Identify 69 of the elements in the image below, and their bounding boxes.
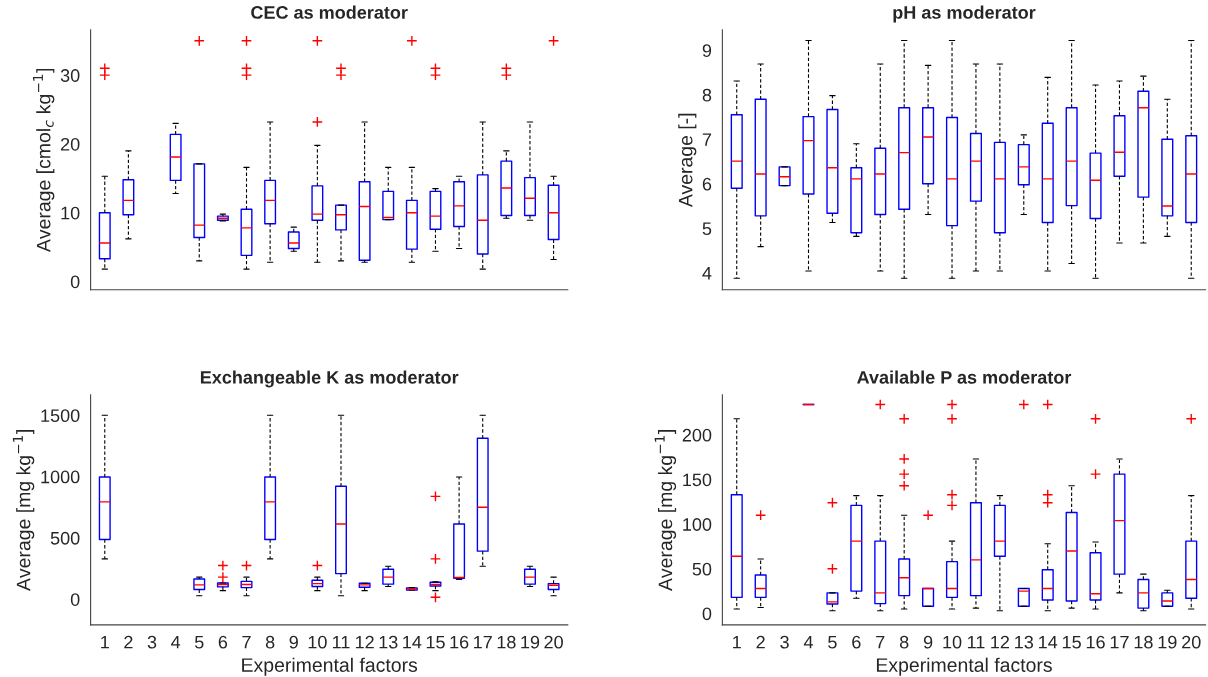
x-tick-label: 17 — [1110, 635, 1129, 649]
y-tick-label: 10 — [61, 206, 80, 220]
x-tick-label: 3 — [147, 635, 157, 649]
x-tick-label: 16 — [450, 635, 469, 649]
y-tick-label: 50 — [692, 562, 712, 576]
y-tick-label: 20 — [61, 137, 80, 151]
y-tick-label: 1000 — [41, 470, 80, 484]
x-tick-label: 12 — [355, 635, 374, 649]
x-tick-label: 8 — [899, 635, 909, 649]
x-tick-label: 14 — [1039, 635, 1058, 649]
x-tick-label: 9 — [289, 635, 298, 649]
x-tick-label: 18 — [497, 635, 516, 649]
x-tick-label: 1 — [733, 635, 741, 649]
x-tick-label: 20 — [544, 635, 563, 649]
x-tick-label: 10 — [943, 635, 962, 649]
y-axis-title: Average [-] — [678, 113, 697, 208]
y-tick-label: 5 — [702, 222, 712, 236]
chart-title: Exchangeable K as moderator — [200, 370, 459, 388]
x-tick-label: 8 — [265, 635, 275, 649]
y-tick-label: 8 — [702, 88, 712, 102]
x-tick-label: 14 — [403, 635, 422, 649]
y-tick-label: 0 — [702, 607, 712, 621]
x-tick-label: 13 — [379, 635, 398, 649]
x-tick-label: 1 — [101, 635, 109, 649]
x-tick-label: 12 — [991, 635, 1009, 649]
y-tick-label: 200 — [682, 428, 712, 442]
x-tick-label: 2 — [124, 635, 133, 649]
x-tick-label: 6 — [218, 635, 228, 649]
x-tick-label: 11 — [967, 635, 985, 649]
chart-title: pH as moderator — [893, 5, 1036, 23]
y-tick-label: 0 — [70, 593, 80, 606]
y-tick-label: 4 — [702, 266, 712, 280]
x-tick-label: 11 — [332, 635, 350, 649]
x-tick-label: 7 — [876, 635, 885, 649]
chart-title: CEC as moderator — [251, 5, 408, 19]
y-tick-label: 6 — [702, 177, 712, 191]
x-tick-label: 9 — [923, 635, 933, 649]
y-axis-title: Average [cmol$_{c}$ kg$^{−1}$] — [32, 68, 55, 253]
x-tick-label: 19 — [521, 635, 540, 649]
x-tick-label: 18 — [1134, 635, 1153, 649]
y-tick-label: 9 — [702, 44, 712, 57]
x-tick-label: 13 — [1015, 635, 1034, 649]
x-tick-label: 4 — [171, 635, 181, 649]
y-axis-title: Average [mg kg$^{−1}$] — [12, 430, 35, 592]
x-tick-label: 15 — [426, 635, 445, 649]
x-tick-label: 10 — [308, 635, 327, 649]
x-tick-label: 16 — [1086, 635, 1105, 649]
x-tick-label: 3 — [780, 635, 789, 649]
x-tick-label: 5 — [194, 635, 204, 649]
x-tick-label: 7 — [242, 635, 251, 649]
x-tick-label: 20 — [1182, 635, 1201, 649]
y-tick-label: 100 — [683, 518, 712, 531]
x-tick-label: 5 — [828, 635, 837, 649]
x-axis-title: Experimental factors — [242, 657, 418, 676]
x-tick-label: 6 — [852, 635, 861, 649]
y-tick-label: 0 — [70, 275, 80, 289]
x-axis-title: Experimental factors — [876, 657, 1052, 676]
x-tick-label: 19 — [1158, 635, 1177, 649]
y-tick-label: 7 — [702, 133, 712, 146]
x-tick-label: 2 — [756, 635, 765, 649]
chart-title: Available P as moderator — [857, 370, 1072, 384]
x-tick-label: 15 — [1062, 635, 1081, 649]
y-axis-title: Average [mg kg$^{−1}$] — [654, 430, 677, 592]
x-tick-label: 17 — [474, 635, 492, 649]
y-tick-label: 1500 — [41, 409, 80, 423]
x-tick-label: 4 — [803, 635, 813, 649]
y-tick-label: 500 — [50, 531, 80, 545]
y-tick-label: 150 — [683, 473, 712, 487]
y-tick-label: 30 — [60, 69, 80, 82]
